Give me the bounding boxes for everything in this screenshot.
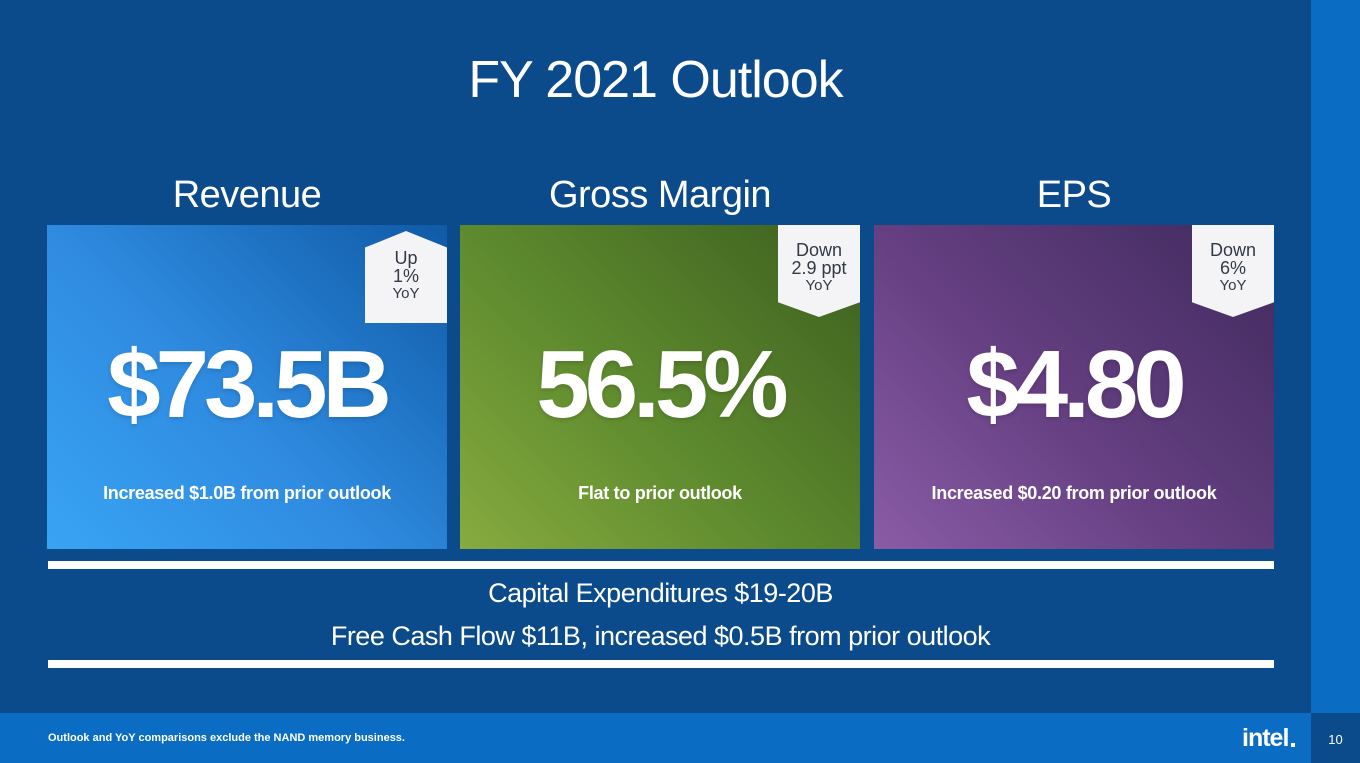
revenue-value: $73.5B [107,331,392,438]
badge-direction: Down [795,240,843,260]
gross-margin-heading: Gross Margin [548,174,772,216]
eps-value: $4.80 [966,331,1186,438]
revenue-card: Up 1% YoY $73.5B Increased $1.0B from pr… [47,225,447,549]
free-cash-flow-line: Free Cash Flow $11B, increased $0.5B fro… [330,621,991,651]
footnote: Outlook and YoY comparisons exclude the … [48,732,405,744]
badge-period: YoY [805,277,833,294]
badge-period: YoY [392,285,420,302]
gross-margin-note: Flat to prior outlook [578,483,742,503]
gross-margin-card: Down 2.9 ppt YoY 56.5% Flat to prior out… [460,225,860,549]
badge-period: YoY [1219,277,1247,294]
capex-line: Capital Expenditures $19-20B [488,578,833,608]
slide-title: FY 2021 Outlook [468,51,843,109]
right-accent-strip [1311,0,1360,713]
eps-card: Down 6% YoY $4.80 Increased $0.20 from p… [874,225,1274,549]
revenue-yoy-badge: Up 1% YoY [365,231,447,323]
badge-direction: Up [394,248,418,268]
badge-change: 1% [392,266,419,286]
badge-change: 2.9 ppt [791,258,847,278]
gross-margin-value: 56.5% [536,331,788,438]
divider-bottom [48,660,1274,668]
gross-margin-yoy-badge: Down 2.9 ppt YoY [778,225,860,317]
logo-dot [1291,743,1295,747]
badge-change: 6% [1219,258,1246,278]
revenue-heading: Revenue [172,174,322,216]
revenue-note: Increased $1.0B from prior outlook [103,483,391,503]
eps-note: Increased $0.20 from prior outlook [931,483,1217,503]
footer-page-box [1311,713,1360,763]
eps-heading: EPS [1036,174,1112,216]
eps-yoy-badge: Down 6% YoY [1192,225,1274,317]
divider-top [48,561,1274,569]
badge-direction: Down [1209,240,1257,260]
page-number: 10 [1328,732,1343,747]
intel-logo: intel [1242,724,1289,752]
footer-bar [0,713,1311,763]
